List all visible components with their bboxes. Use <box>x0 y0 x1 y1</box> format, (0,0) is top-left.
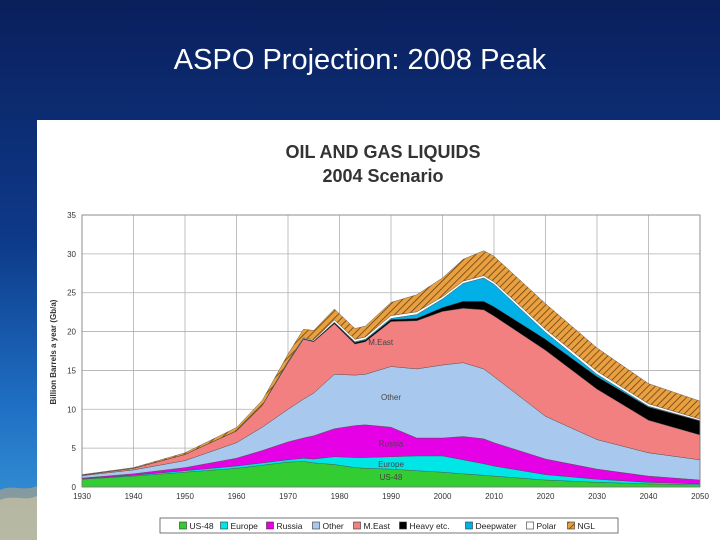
legend-swatch <box>399 521 407 530</box>
plot-frame <box>81 214 701 488</box>
legend-label: Russia <box>277 521 303 531</box>
chart-subtitle: 2004 Scenario <box>322 166 443 186</box>
legend-swatch <box>220 521 228 530</box>
oil-liquids-chart: 1930 1940 1950 1960 1970 1980 1990 2000 2010 2020… <box>49 142 709 534</box>
x-tick-label: 2050 <box>691 492 709 501</box>
chart-title: OIL AND GAS LIQUIDS <box>285 142 480 162</box>
x-tick-label: 1930 <box>73 492 91 501</box>
x-tick-label: 2000 <box>434 492 452 501</box>
chart-panel: 1930 1940 1950 1960 1970 1980 1990 2000 2010 2020… <box>37 120 720 540</box>
x-tick-label: 1950 <box>176 492 194 501</box>
x-tick-label: 1960 <box>228 492 246 501</box>
legend-swatch <box>353 521 361 530</box>
legend-swatch <box>567 521 575 530</box>
legend-label: US-48 <box>190 521 214 531</box>
y-tick-label: 20 <box>67 328 76 337</box>
legend-label: Polar <box>537 521 557 531</box>
y-axis-label: Billion Barrels a year (Gb/a) <box>49 299 58 404</box>
background-wave-decoration <box>0 486 37 540</box>
x-tick-label: 1970 <box>279 492 297 501</box>
legend-label: Europe <box>231 521 259 531</box>
x-tick-label: 2010 <box>485 492 503 501</box>
legend-label: Deepwater <box>476 521 517 531</box>
series-annotation: Other <box>381 393 401 402</box>
x-tick-label: 2040 <box>640 492 658 501</box>
legend-label: NGL <box>578 521 596 531</box>
series-annotation: M.East <box>368 338 394 347</box>
x-tick-label: 1940 <box>125 492 143 501</box>
legend-label: Other <box>323 521 344 531</box>
legend-box <box>159 517 619 534</box>
slide-title: ASPO Projection: 2008 Peak <box>173 44 547 76</box>
y-tick-label: 35 <box>67 211 76 220</box>
legend-label: Heavy etc. <box>410 521 450 531</box>
y-tick-label: 30 <box>67 250 76 259</box>
x-tick-label: 2030 <box>588 492 606 501</box>
x-tick-label: 2020 <box>537 492 555 501</box>
legend-swatch <box>266 521 274 530</box>
y-tick-label: 15 <box>67 366 76 375</box>
x-tick-label: 1990 <box>382 492 400 501</box>
x-tick-label: 1980 <box>331 492 349 501</box>
legend-swatch <box>179 521 187 530</box>
series-annotation: Europe <box>378 460 404 469</box>
y-tick-label: 25 <box>67 289 76 298</box>
series-annotation: US-48 <box>380 473 403 482</box>
legend-swatch <box>526 521 534 530</box>
y-tick-label: 10 <box>67 405 76 414</box>
legend-swatch <box>312 521 320 530</box>
y-tick-label: 0 <box>72 483 77 492</box>
series-annotation: Russia <box>379 440 404 449</box>
legend-swatch <box>465 521 473 530</box>
legend-label: M.East <box>364 521 391 531</box>
y-tick-label: 5 <box>72 444 77 453</box>
